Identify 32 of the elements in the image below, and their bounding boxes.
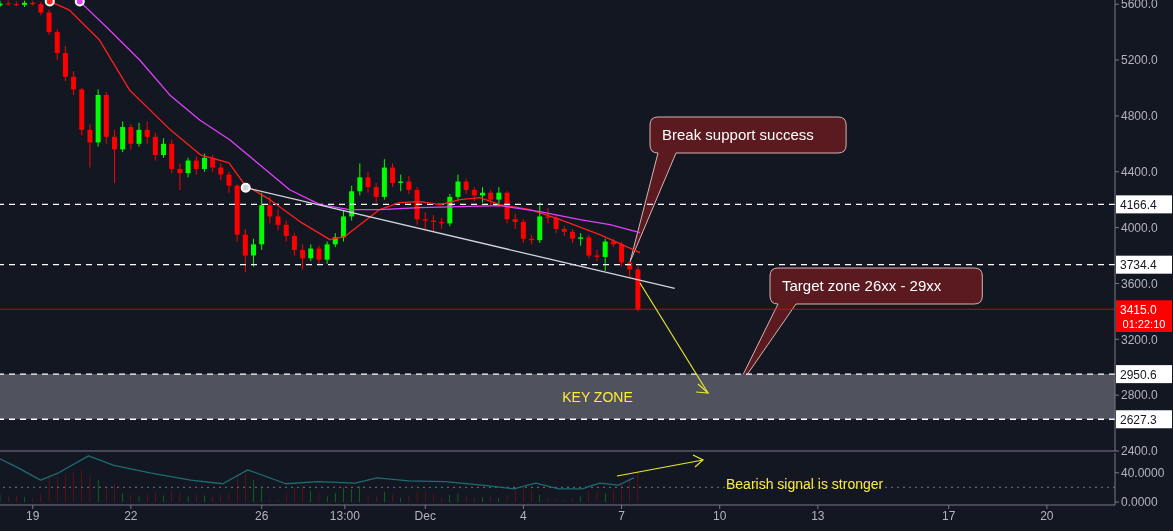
y-tick-label: 4800.0 [1121,109,1159,124]
annotation: Break support success [662,126,814,143]
x-tick-label: 22 [124,508,138,523]
y-tick-label: 3200.0 [1121,332,1159,347]
x-tick-label: 10 [713,508,727,523]
text: 01:22:10 [1116,317,1172,332]
x-tick-label: Dec [414,508,436,523]
x-tick-label: 20 [1040,508,1054,523]
annotation: Target zone 26xx - 29xx [782,277,942,294]
annotation: Bearish signal is stronger [726,476,884,492]
band-label: KEY ZONE [562,388,633,405]
x-tick-label: 13:00 [329,508,361,523]
ref-line-label: 2627.3 [1120,412,1158,427]
x-tick-label: 4 [520,508,528,523]
ref-line-label: 3415.0 [1120,302,1158,317]
y-tick-label: 4000.0 [1121,220,1159,235]
y-tick-label: 3600.0 [1121,276,1159,291]
y-tick-label: 5200.0 [1121,53,1159,68]
y-tick-label: 40.0000 [1121,466,1165,481]
y-tick-label: 0.0000 [1121,495,1159,510]
x-tick-label: 13 [811,508,825,523]
ref-line-label: 4166.4 [1120,197,1158,212]
x-tick-label: 7 [618,508,626,523]
x-tick-label: 19 [26,508,40,523]
y-tick-label: 2400.0 [1121,444,1159,459]
x-tick-label: 17 [942,508,956,523]
y-tick-label: 2800.0 [1121,388,1159,403]
ref-line-label: 2950.6 [1120,367,1158,382]
ref-line-label: 3734.4 [1120,258,1158,273]
y-tick-label: 4400.0 [1121,165,1159,179]
y-tick-label: 5600.0 [1121,0,1159,12]
x-tick-label: 26 [255,508,269,523]
